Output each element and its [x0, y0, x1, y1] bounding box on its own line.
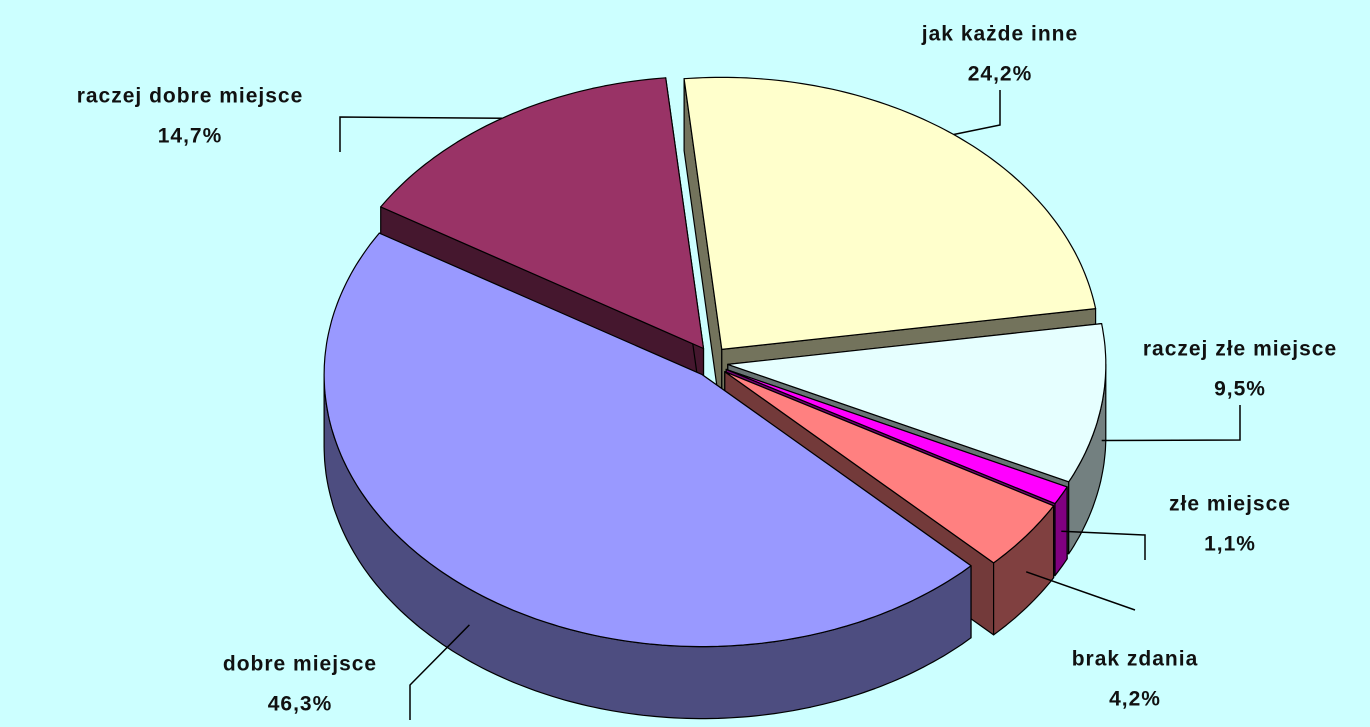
pie-slice — [727, 323, 1107, 483]
slice-value-label: 9,5% — [1214, 378, 1266, 401]
slice-label: raczej dobre miejsce — [77, 85, 304, 108]
slice-label: brak zdania — [1072, 648, 1199, 671]
leader-line — [1101, 405, 1241, 442]
leader-line — [953, 90, 1001, 136]
slice-label: raczej złe miejsce — [1143, 338, 1337, 361]
pie-slice — [724, 371, 1055, 564]
slice-label: jak każde inne — [921, 23, 1078, 46]
pie-slice — [323, 232, 972, 648]
slice-label: dobre miejsce — [223, 653, 377, 676]
leader-line — [1025, 571, 1136, 611]
slice-value-label: 24,2% — [968, 63, 1033, 86]
slice-value-label: 14,7% — [158, 125, 223, 148]
slice-label: złe miejsce — [1169, 493, 1291, 516]
leader-line — [409, 624, 470, 720]
leader-line — [339, 116, 503, 152]
pie-slice — [725, 368, 1068, 505]
slice-value-label: 1,1% — [1204, 533, 1256, 556]
slice-value-label: 46,3% — [268, 693, 333, 716]
slice-value-label: 4,2% — [1109, 688, 1161, 711]
leader-line — [1061, 530, 1146, 560]
